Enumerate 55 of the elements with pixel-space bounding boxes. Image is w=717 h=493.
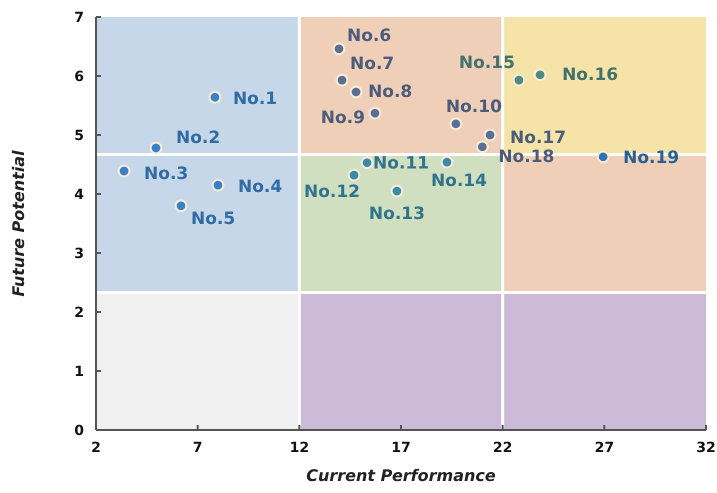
y-tick-label: 2 bbox=[74, 305, 84, 321]
point bbox=[118, 164, 130, 178]
point bbox=[476, 140, 489, 154]
point bbox=[212, 178, 224, 192]
x-axis-title: Current Performance bbox=[306, 466, 496, 485]
y-tick-label: 6 bbox=[74, 69, 84, 85]
annotation: No.4 bbox=[238, 177, 282, 198]
y-tick-label: 1 bbox=[74, 364, 84, 380]
x-tick-label: 32 bbox=[696, 440, 716, 456]
annotation: No.13 bbox=[368, 204, 425, 224]
point bbox=[484, 128, 496, 142]
annotation: No.8 bbox=[368, 82, 412, 102]
annotation: No.9 bbox=[320, 108, 365, 128]
point bbox=[348, 168, 360, 182]
point bbox=[350, 86, 362, 98]
annotation: No.6 bbox=[346, 26, 392, 46]
annotation: No.7 bbox=[350, 54, 394, 74]
annotation: No.2 bbox=[176, 128, 220, 148]
x-tick-label: 17 bbox=[391, 440, 411, 456]
annotation: No.10 bbox=[446, 96, 502, 117]
annotation: No.3 bbox=[144, 164, 188, 184]
x-tick-label: 7 bbox=[192, 440, 203, 456]
point bbox=[512, 74, 526, 86]
y-tick-label: 3 bbox=[74, 246, 84, 262]
point bbox=[440, 156, 454, 168]
point bbox=[150, 142, 162, 154]
annotation: No.5 bbox=[190, 208, 236, 229]
x-tick-label: 22 bbox=[492, 440, 512, 456]
annotation: No.19 bbox=[623, 148, 680, 168]
x-tick-label: 2 bbox=[91, 440, 101, 456]
point bbox=[596, 150, 610, 164]
annotation: No.14 bbox=[430, 171, 488, 192]
point bbox=[208, 90, 222, 104]
x-tick-label: 12 bbox=[290, 440, 310, 456]
annotation: No.11 bbox=[373, 154, 430, 174]
annotation: No.17 bbox=[510, 128, 566, 148]
annotation: No.15 bbox=[458, 53, 515, 74]
point bbox=[336, 74, 348, 86]
point bbox=[450, 117, 462, 130]
annotation: No.18 bbox=[498, 146, 554, 167]
point bbox=[390, 184, 404, 198]
annotation: No.1 bbox=[232, 89, 278, 110]
point bbox=[368, 106, 382, 120]
y-axis-title: Future Potential bbox=[9, 150, 28, 297]
y-tick-label: 7 bbox=[74, 10, 84, 26]
point bbox=[174, 199, 188, 212]
annotation: No.12 bbox=[304, 182, 360, 202]
annotation: No.16 bbox=[562, 64, 618, 85]
y-tick-label: 5 bbox=[74, 128, 84, 144]
point bbox=[360, 156, 374, 170]
y-tick-label: 0 bbox=[74, 423, 84, 439]
y-tick-label: 4 bbox=[74, 187, 84, 203]
x-tick-label: 27 bbox=[594, 440, 614, 456]
point bbox=[534, 68, 546, 82]
point bbox=[332, 42, 346, 56]
